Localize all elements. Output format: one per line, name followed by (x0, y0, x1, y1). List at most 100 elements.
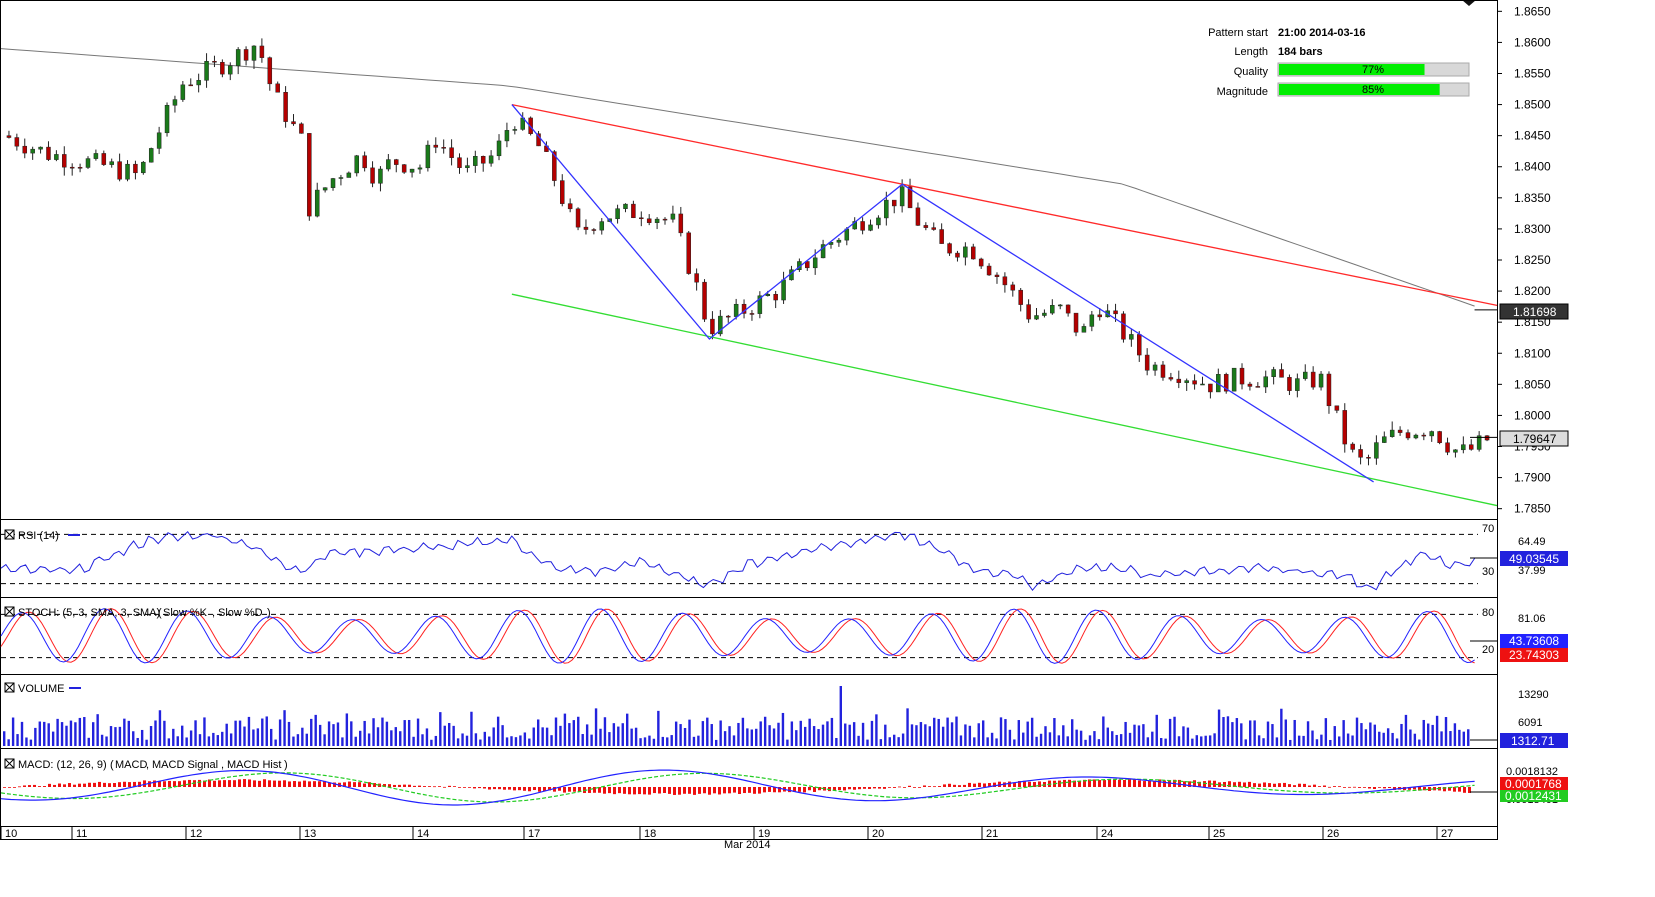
volume-bar (1240, 723, 1243, 746)
volume-bar (919, 722, 923, 746)
macd-hist-bar (1288, 784, 1291, 787)
volume-bar (372, 718, 375, 746)
macd-hist-bar (1443, 787, 1446, 792)
volume-bar (617, 726, 620, 746)
candlesticks (6, 38, 1497, 466)
volume-bar (69, 720, 73, 746)
volume-title: VOLUME (18, 683, 64, 695)
macd-signal-value-box (1500, 790, 1568, 802)
volume-bar (835, 737, 838, 746)
candle-body (1358, 449, 1363, 458)
macd-hist-bar (1383, 787, 1386, 789)
candle-body (172, 99, 178, 106)
volume-bar (941, 726, 945, 746)
volume-bar (207, 736, 211, 746)
volume-bar (866, 739, 869, 746)
macd-hist-bar (1258, 783, 1261, 787)
candle-body (69, 166, 75, 169)
volume-bar (256, 728, 260, 746)
candle-body (109, 161, 114, 165)
macd-hist-bar (318, 781, 321, 787)
volume-bar (1164, 738, 1167, 746)
candle-body (1429, 431, 1434, 437)
candle-body (1002, 276, 1008, 286)
volume-bar (999, 717, 1003, 746)
corner-marker-icon[interactable] (1462, 0, 1476, 6)
volume-bar (737, 722, 740, 746)
macd-hist-bar (433, 786, 436, 788)
macd-hist-bar (353, 782, 356, 787)
volume-bar (416, 718, 420, 746)
macd-hist-bar (168, 780, 171, 787)
volume-bar (1217, 709, 1221, 746)
macd-hist-bar (528, 787, 531, 792)
candle-body (473, 156, 478, 166)
volume-bar (390, 730, 393, 746)
volume-tick-high: 13290 (1518, 689, 1549, 701)
price-tick-label: 1.8350 (1514, 191, 1551, 205)
volume-bar (577, 716, 580, 746)
volume-bar (461, 733, 464, 746)
volume-bar (1200, 736, 1203, 746)
volume-bar (884, 724, 887, 746)
volume-bar (1453, 723, 1457, 746)
macd-hist-bar (1358, 787, 1361, 788)
price-tick-label: 1.8100 (1514, 346, 1551, 360)
volume-bar (790, 721, 794, 746)
x-tick-label: 11 (76, 828, 87, 840)
volume-indicator (3, 686, 1497, 746)
rsi-close-icon-cross (4, 529, 15, 540)
volume-bar (1182, 726, 1185, 746)
macd-hist-bar (843, 787, 846, 791)
macd-hist-bar (333, 782, 336, 787)
macd-hist-bar (1023, 780, 1026, 787)
volume-bar (229, 733, 233, 746)
macd-hist-name: MACD Hist (227, 759, 281, 771)
volume-bar (1289, 739, 1292, 746)
candle-body (346, 172, 352, 178)
macd-hist-bar (13, 787, 16, 788)
volume-bar (350, 721, 353, 746)
volume-bar (741, 717, 745, 746)
candle-body (338, 177, 344, 179)
candle-body (30, 148, 35, 154)
candle-body (1050, 305, 1055, 314)
macd-hist-bar (713, 787, 716, 794)
volume-bar (1097, 739, 1101, 746)
macd-hist-bar (458, 787, 461, 788)
macd-hist-bar (473, 787, 476, 789)
volume-bar (581, 734, 584, 746)
candle-body (1255, 386, 1261, 388)
candle-body (765, 293, 771, 297)
volume-bar (844, 723, 847, 746)
stoch-comma: , (212, 607, 215, 619)
ma-value-box (1499, 303, 1569, 320)
volume-bar (1413, 733, 1417, 746)
volume-bar (728, 726, 731, 746)
candle-body (291, 121, 296, 125)
volume-bar (1444, 717, 1448, 746)
stoch-indicator (0, 608, 1497, 664)
volume-bar (83, 717, 86, 746)
price-tick-label: 1.8050 (1514, 377, 1551, 391)
volume-bar (100, 734, 104, 746)
volume-bar (710, 724, 713, 746)
macd-hist-bar (1353, 786, 1356, 788)
volume-bar (1222, 717, 1225, 746)
volume-bar (181, 725, 184, 746)
candle-body (1168, 377, 1174, 380)
macd-hist-bar (948, 783, 951, 787)
macd-hist-bar (1008, 781, 1011, 787)
volume-bar (1204, 735, 1207, 746)
volume-bar (167, 738, 171, 746)
candle-body (243, 49, 249, 61)
stoch-d-line (0, 608, 1475, 664)
price-axis-ticks: 1.8650 1.8600 1.8550 1.8500 1.8450 1.8400 1.83… (1497, 4, 1551, 516)
volume-bar (1062, 725, 1065, 746)
volume-bar (1017, 720, 1020, 746)
macd-hist-bar (43, 786, 46, 787)
volume-bar (514, 737, 518, 746)
macd-hist-bar (1128, 779, 1131, 787)
candle-body (583, 226, 589, 230)
macd-hist-bar (1263, 782, 1266, 787)
